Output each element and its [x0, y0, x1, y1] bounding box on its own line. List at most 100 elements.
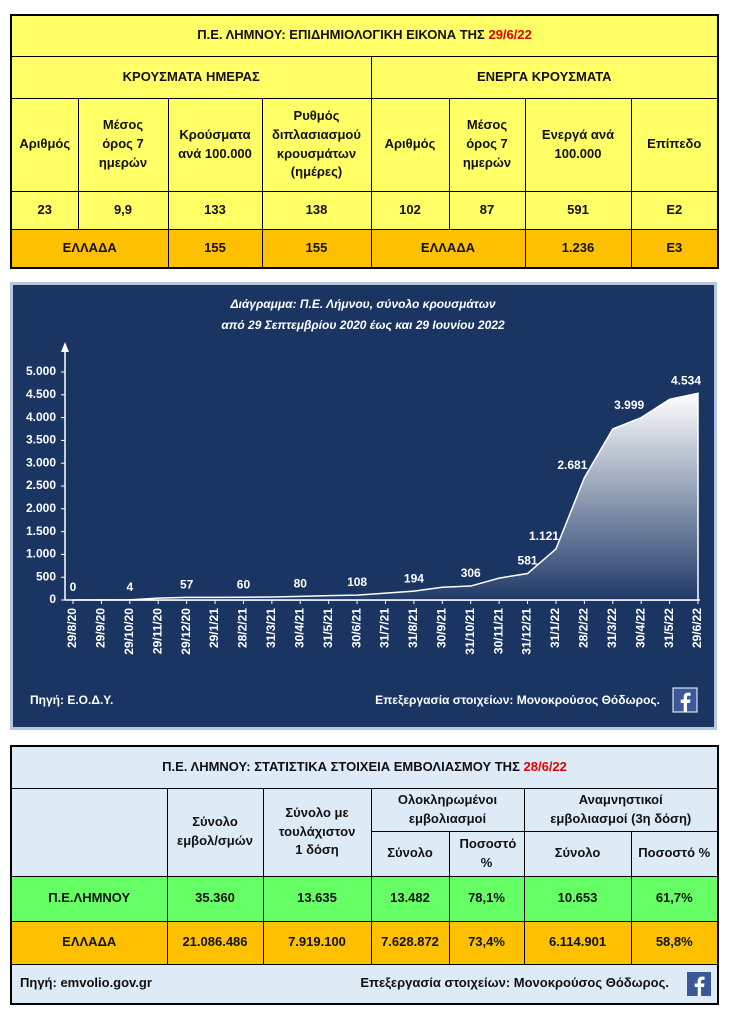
header: Αριθμός — [370, 97, 450, 192]
data-label: 194 — [404, 571, 424, 585]
data-label: 2.681 — [557, 458, 587, 472]
data-label: 306 — [461, 566, 481, 580]
footer: Πηγή: emvolio.gov.gr Επεξεργασία στοιχεί… — [12, 971, 717, 996]
source: Πηγή: Ε.Ο.Δ.Υ. — [30, 693, 113, 707]
y-tick-label: 5.000 — [26, 364, 56, 378]
header: Ολοκληρωμένοι εμβολιασμοί — [370, 787, 525, 832]
y-tick-label: 0 — [49, 592, 56, 606]
data-label: 57 — [180, 578, 194, 592]
data-label: 60 — [237, 577, 251, 591]
data-label: 1.121 — [529, 529, 559, 543]
x-tick-label: 31/7/21 — [378, 608, 392, 648]
source: Πηγή: emvolio.gov.gr — [20, 975, 152, 991]
x-tick-label: 29/8/20 — [65, 608, 79, 648]
x-tick-label: 31/5/21 — [321, 608, 335, 648]
y-tick-label: 1.000 — [26, 547, 56, 561]
credit: Επεξεργασία στοιχείων: Μονοκρούσος Θόδωρ… — [360, 975, 669, 991]
x-tick-label: 29/11/20 — [150, 608, 164, 654]
cell: 6.114.901 — [523, 920, 632, 965]
cell: 23 — [10, 190, 79, 230]
title: Π.Ε. ΛΗΜΝΟΥ: ΣΤΑΤΙΣΤΙΚΑ ΣΤΟΙΧΕΙΑ ΕΜΒΟΛΙΑ… — [162, 758, 520, 774]
y-tick-label: 4.500 — [26, 387, 56, 401]
cell: 13.482 — [370, 875, 450, 922]
subheader: Σύνολο — [523, 830, 632, 877]
cell: ΕΛΛΑΔΑ — [370, 228, 526, 269]
x-tick-label: 31/3/22 — [605, 608, 619, 648]
cell: 7.919.100 — [262, 920, 372, 965]
x-tick-label: 28/2/22 — [577, 608, 591, 648]
empty-header — [10, 787, 168, 877]
data-label: 581 — [518, 554, 538, 568]
y-tick-label: 3.000 — [26, 455, 56, 469]
x-tick-label: 31/8/21 — [406, 608, 420, 648]
y-tick-label: 2.500 — [26, 478, 56, 492]
header: Επίπεδο — [630, 97, 719, 192]
x-tick-label: 30/9/21 — [434, 608, 448, 648]
cell: 138 — [261, 190, 372, 230]
cell: 35.360 — [166, 875, 264, 922]
x-tick-label: 30/4/21 — [292, 608, 306, 648]
cell: 1.236 — [524, 228, 632, 269]
title-cell: Π.Ε. ΛΗΜΝΟΥ: ΕΠΙΔΗΜΙΟΛΟΓΙΚΗ ΕΙΚΟΝΑ ΤΗΣ 2… — [10, 14, 719, 57]
header: Μέσος όρος 7 ημερών — [448, 97, 526, 192]
cell: Π.Ε.ΛΗΜΝΟΥ — [10, 875, 168, 922]
x-tick-label: 31/12/21 — [520, 608, 534, 655]
cell: ΕΛΛΑΔΑ — [10, 920, 168, 965]
x-tick-label: 31/3/21 — [264, 608, 278, 648]
x-tick-label: 29/9/20 — [94, 608, 108, 648]
group-header: ΚΡΟΥΣΜΑΤΑ ΗΜΕΡΑΣ — [10, 55, 372, 99]
x-tick-label: 28/2/21 — [236, 608, 250, 648]
facebook-icon — [672, 687, 698, 713]
date: 29/6/22 — [488, 27, 532, 43]
header: Κρούσματα ανά 100.000 — [167, 97, 263, 192]
facebook-icon — [687, 971, 711, 996]
y-tick-label: 3.500 — [26, 433, 56, 447]
header: Αριθμός — [10, 97, 79, 192]
subheader: Σύνολο — [370, 830, 450, 877]
data-label: 3.999 — [614, 398, 644, 412]
cell: 87 — [448, 190, 526, 230]
header: Ρυθμός διπλασιασμού κρουσμάτων (ημέρες) — [261, 97, 372, 192]
epidemiology-table: Π.Ε. ΛΗΜΝΟΥ: ΕΠΙΔΗΜΙΟΛΟΓΙΚΗ ΕΙΚΟΝΑ ΤΗΣ 2… — [10, 14, 720, 269]
cell: 13.635 — [262, 875, 372, 922]
x-tick-label: 29/12/20 — [179, 608, 193, 655]
y-tick-label: 500 — [36, 569, 56, 583]
cell: ΕΛΛΑΔΑ — [10, 228, 169, 269]
chart-title: Διάγραμμα: Π.Ε. Λήμνου, σύνολο κρουσμάτω… — [229, 297, 495, 311]
subheader: Ποσοστό % — [448, 830, 525, 877]
cell: Ε3 — [630, 228, 719, 269]
y-tick-label: 2.000 — [26, 501, 56, 515]
x-tick-label: 29/6/22 — [690, 608, 704, 648]
chart-subtitle: από 29 Σεπτεμβρίου 2020 έως και 29 Ιουνί… — [221, 318, 505, 332]
title-cell: Π.Ε. ΛΗΜΝΟΥ: ΣΤΑΤΙΣΤΙΚΑ ΣΤΟΙΧΕΙΑ ΕΜΒΟΛΙΑ… — [10, 745, 719, 789]
credit: Επεξεργασία στοιχείων: Μονοκρούσος Θόδωρ… — [375, 693, 660, 707]
header: Σύνολο εμβολ/σμών — [166, 787, 264, 877]
y-tick-label: 1.500 — [26, 524, 56, 538]
cell: 21.086.486 — [166, 920, 264, 965]
header: Σύνολο με τουλάχιστον 1 δόση — [262, 787, 372, 877]
cell: 73,4% — [448, 920, 525, 965]
x-tick-label: 30/6/21 — [349, 608, 363, 648]
cell: 58,8% — [630, 920, 719, 965]
data-label: 4.534 — [671, 373, 701, 387]
cell: 102 — [370, 190, 450, 230]
credit-group: Επεξεργασία στοιχείων: Μονοκρούσος Θόδωρ… — [360, 971, 711, 996]
data-label: 4 — [126, 580, 133, 594]
header: Μέσος όρος 7 ημερών — [77, 97, 169, 192]
header: Ενεργά ανά 100.000 — [524, 97, 632, 192]
chart: Διάγραμμα: Π.Ε. Λήμνου, σύνολο κρουσμάτω… — [10, 282, 717, 730]
cell: 10.653 — [523, 875, 632, 922]
cell: 78,1% — [448, 875, 525, 922]
x-tick-label: 31/1/22 — [548, 608, 562, 648]
vaccination-table: Π.Ε. ΛΗΜΝΟΥ: ΣΤΑΤΙΣΤΙΚΑ ΣΤΟΙΧΕΙΑ ΕΜΒΟΛΙΑ… — [10, 745, 719, 1005]
cell: 7.628.872 — [370, 920, 450, 965]
subheader: Ποσοστό % — [630, 830, 719, 877]
x-tick-label: 31/10/21 — [463, 608, 477, 655]
data-label: 80 — [294, 577, 308, 591]
header: Αναμνηστικοί εμβολιασμοί (3η δόση) — [523, 787, 719, 832]
date: 28/6/22 — [523, 758, 567, 774]
y-axis-arrow — [61, 342, 69, 352]
cell: 155 — [261, 228, 372, 269]
x-tick-label: 29/1/21 — [207, 608, 221, 648]
